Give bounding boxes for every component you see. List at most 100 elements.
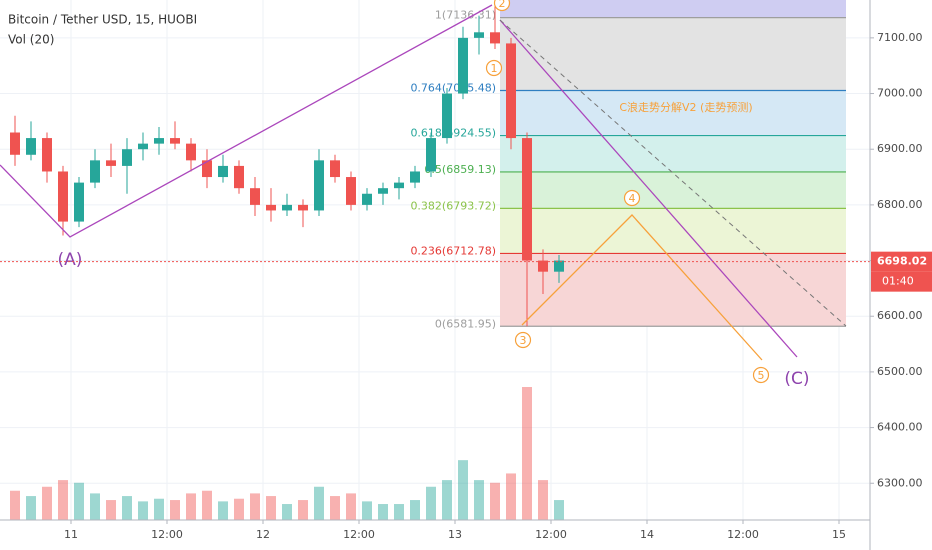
candle-body: [538, 260, 548, 272]
volume-bar: [458, 460, 468, 520]
volume-bar: [490, 482, 500, 520]
impulse-line: [521, 214, 763, 361]
fib-band: [500, 17, 846, 91]
wave-circle: [623, 189, 641, 207]
corrective-label: (C): [784, 369, 809, 389]
volume-bar: [122, 496, 132, 520]
candle-body: [458, 37, 468, 94]
volume-bar: [106, 500, 116, 520]
fib-label: 0.382(6793.72): [410, 199, 496, 212]
y-tick-label: 7000.00: [877, 87, 923, 100]
candle-body: [298, 204, 308, 211]
wave-circle: [485, 59, 503, 77]
candle-body: [202, 160, 212, 178]
x-tick-label: 12:00: [727, 528, 759, 541]
x-tick-label: 12:00: [151, 528, 183, 541]
volume-bar: [426, 486, 436, 520]
candle-body: [58, 171, 68, 222]
candle-body: [42, 138, 52, 172]
candle-body: [554, 260, 564, 272]
volume-bar: [506, 473, 516, 520]
candle-body: [426, 138, 436, 172]
y-tick-label: 6300.00: [877, 476, 923, 489]
candle-body: [90, 160, 100, 183]
volume-bar: [90, 493, 100, 520]
candle-body: [282, 204, 292, 211]
volume-bar: [58, 480, 68, 520]
candle-body: [74, 182, 84, 222]
candle-body: [10, 132, 20, 155]
wave-circle: [493, 0, 511, 12]
volume-bar: [346, 493, 356, 520]
fib-band: [500, 90, 846, 136]
volume-bar: [186, 493, 196, 520]
volume-title: Vol (20): [8, 33, 54, 47]
y-tick-label: 6600.00: [877, 309, 923, 322]
countdown-label: 01:40: [882, 275, 914, 288]
wave-circle: [752, 366, 770, 384]
volume-bar: [266, 496, 276, 520]
candle-body: [26, 138, 36, 155]
y-tick-label: 6500.00: [877, 365, 923, 378]
volume-bar: [298, 500, 308, 520]
volume-bar: [538, 480, 548, 520]
wave-label: 3: [520, 334, 527, 347]
volume-bar: [378, 504, 388, 520]
wave-label: 5: [758, 369, 765, 382]
fib-label: 0.764(7005.48): [410, 81, 496, 94]
candle-body: [394, 182, 404, 189]
candle-body: [314, 160, 324, 211]
volume-bar: [314, 486, 324, 520]
candle-body: [522, 138, 532, 261]
x-tick-label: 15: [832, 528, 846, 541]
candle-body: [186, 143, 196, 161]
volume-bar: [522, 387, 532, 520]
fib-band: [500, 253, 846, 327]
wave-line: [0, 4, 493, 238]
volume-bar: [154, 498, 164, 520]
wave-circle: [514, 331, 532, 349]
candle-body: [378, 188, 388, 194]
x-tick-label: 13: [448, 528, 462, 541]
volume-bar: [330, 496, 340, 520]
candle-body: [122, 149, 132, 166]
candle-body: [362, 193, 372, 205]
volume-bar: [74, 482, 84, 520]
volume-bar: [170, 500, 180, 520]
candle-body: [234, 165, 244, 189]
x-tick-label: 12: [256, 528, 270, 541]
candle-body: [170, 138, 180, 144]
volume-bar: [250, 493, 260, 520]
x-tick-label: 12:00: [343, 528, 375, 541]
wave-label: 1: [491, 62, 498, 75]
candle-body: [490, 32, 500, 44]
x-tick-label: 12:00: [535, 528, 567, 541]
volume-bar: [202, 490, 212, 520]
fib-top-band: [500, 0, 846, 18]
y-tick-label: 6900.00: [877, 142, 923, 155]
y-tick-label: 7100.00: [877, 31, 923, 44]
candle-body: [266, 204, 276, 211]
candle-body: [250, 188, 260, 205]
fib-label: 0.5(6859.13): [424, 163, 496, 176]
volume-bar: [138, 501, 148, 520]
candle-body: [474, 32, 484, 38]
wave-label: 2: [499, 0, 506, 10]
volume-bar: [410, 500, 420, 520]
volume-bar: [394, 504, 404, 520]
fib-label: 0.618(6924.55): [410, 127, 496, 140]
y-tick-label: 6400.00: [877, 421, 923, 434]
wave-line: [499, 19, 798, 358]
volume-bar: [362, 501, 372, 520]
candle-body: [346, 177, 356, 205]
candle-body: [410, 171, 420, 183]
price-tag: [871, 251, 932, 272]
volume-bar: [554, 500, 564, 520]
volume-bar: [10, 490, 20, 520]
x-tick-label: 11: [64, 528, 78, 541]
y-tick-label: 6800.00: [877, 198, 923, 211]
projection-line: [499, 19, 847, 327]
fib-band: [500, 135, 846, 172]
fib-label: 0.236(6712.78): [410, 244, 496, 257]
